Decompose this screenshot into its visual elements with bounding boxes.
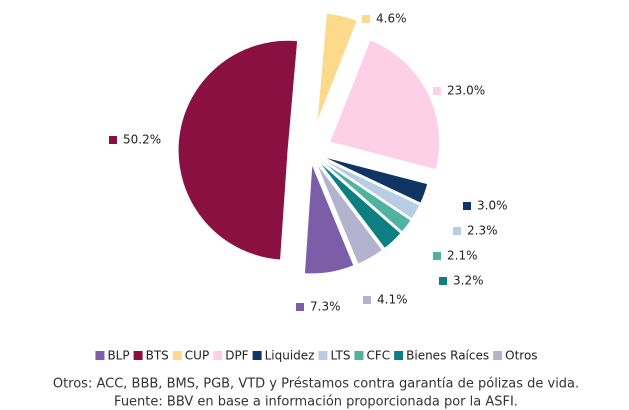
pie-slice (320, 157, 421, 220)
legend-marker (252, 351, 262, 360)
pie-slice (316, 12, 359, 123)
data-label: 2.1% (447, 249, 478, 263)
pie-slice (319, 158, 412, 233)
pie-slice (177, 39, 299, 261)
pie-slice (315, 162, 384, 265)
label-marker (433, 252, 441, 260)
label-marker (463, 202, 471, 210)
legend-marker (354, 351, 364, 360)
legend-label: CUP (185, 349, 209, 363)
legend-label: Otros (505, 349, 537, 363)
legend-marker (95, 351, 105, 360)
data-label: 3.0% (477, 199, 508, 213)
data-label: 7.3% (310, 300, 341, 314)
legend-marker (172, 351, 182, 360)
label-marker (363, 296, 371, 304)
label-marker (296, 303, 304, 311)
legend-marker (493, 351, 503, 360)
legend-marker (133, 351, 143, 360)
note: Otros: ACC, BBB, BMS, PGB, VTD y Préstam… (53, 377, 579, 392)
label-marker (109, 136, 117, 144)
data-label: 50.2% (123, 133, 161, 147)
data-label: 3.2% (453, 274, 484, 288)
legend-marker (213, 351, 223, 360)
data-label: 2.3% (467, 224, 498, 238)
pie-slice (321, 155, 429, 204)
label-marker (433, 87, 441, 95)
legend-label: Bienes Raíces (406, 349, 489, 363)
legend-label: Liquidez (265, 349, 315, 363)
note: Fuente: BBV en base a información propor… (114, 395, 518, 410)
legend-label: CFC (366, 349, 390, 363)
pie-slice (317, 160, 402, 250)
legend-marker (318, 351, 328, 360)
pie-slice (328, 39, 441, 171)
data-label: 23.0% (447, 84, 485, 98)
legend-label: BLP (107, 349, 129, 363)
data-label: 4.1% (377, 293, 408, 307)
label-marker (439, 277, 447, 285)
legend-label: LTS (330, 349, 350, 363)
legend-label: BTS (146, 349, 169, 363)
data-label: 4.6% (376, 12, 407, 26)
label-marker (453, 227, 461, 235)
pie-slice (303, 163, 355, 275)
legend-label: DPF (225, 349, 248, 363)
legend-marker (394, 351, 404, 360)
label-marker (362, 15, 370, 23)
